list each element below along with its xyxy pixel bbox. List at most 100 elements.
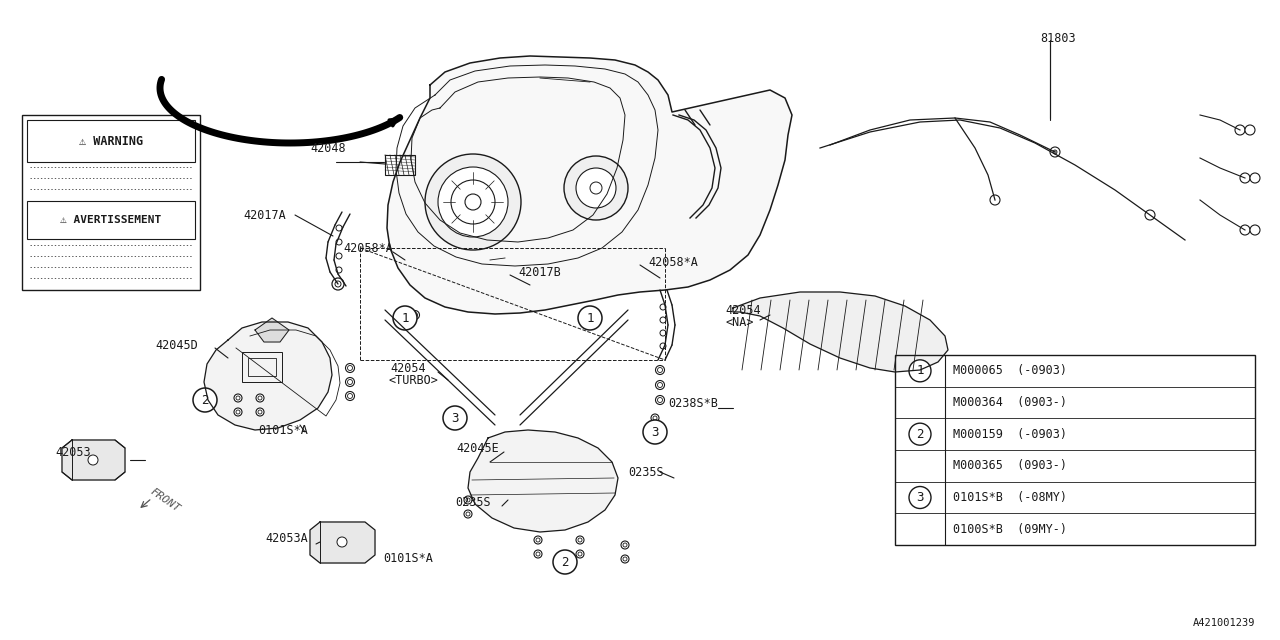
Text: 42054: 42054 — [390, 362, 426, 374]
Text: 3: 3 — [916, 491, 924, 504]
Circle shape — [234, 394, 242, 402]
Bar — [385, 155, 415, 175]
Text: 0101S*A: 0101S*A — [383, 552, 433, 564]
Polygon shape — [733, 292, 948, 372]
Circle shape — [193, 388, 218, 412]
Text: 2: 2 — [201, 394, 209, 406]
Text: 42017B: 42017B — [518, 266, 561, 278]
Circle shape — [590, 310, 599, 319]
Text: M000065  (-0903): M000065 (-0903) — [954, 364, 1068, 378]
Circle shape — [579, 306, 602, 330]
Text: 2: 2 — [561, 556, 568, 568]
Circle shape — [256, 408, 264, 416]
Circle shape — [1240, 225, 1251, 235]
Text: 81803: 81803 — [1039, 31, 1075, 45]
Circle shape — [1240, 173, 1251, 183]
Text: A421001239: A421001239 — [1193, 618, 1254, 628]
Circle shape — [660, 317, 666, 323]
Circle shape — [1146, 210, 1155, 220]
Bar — [242, 352, 282, 382]
Text: FRONT: FRONT — [148, 486, 182, 514]
Circle shape — [909, 423, 931, 445]
Circle shape — [347, 365, 352, 371]
Circle shape — [335, 281, 340, 287]
Circle shape — [655, 381, 664, 390]
Text: 1: 1 — [916, 364, 924, 378]
Circle shape — [236, 396, 241, 400]
Polygon shape — [204, 322, 332, 430]
Circle shape — [658, 383, 663, 387]
Circle shape — [451, 180, 495, 224]
Circle shape — [465, 496, 472, 504]
Circle shape — [553, 550, 577, 574]
Text: <NA>: <NA> — [724, 316, 754, 328]
Circle shape — [623, 543, 627, 547]
Text: <TURBO>: <TURBO> — [388, 374, 438, 387]
Circle shape — [259, 410, 262, 414]
Circle shape — [590, 182, 602, 194]
Circle shape — [536, 538, 540, 542]
Text: 42058*A: 42058*A — [343, 241, 393, 255]
Circle shape — [335, 225, 342, 231]
Circle shape — [346, 378, 355, 387]
Circle shape — [259, 396, 262, 400]
Bar — [895, 355, 1254, 545]
Text: 42048: 42048 — [310, 141, 346, 154]
Text: 1: 1 — [586, 312, 594, 324]
Text: 42045E: 42045E — [456, 442, 499, 454]
Text: 1: 1 — [401, 312, 408, 324]
Circle shape — [411, 310, 420, 319]
Circle shape — [579, 538, 582, 542]
Text: 3: 3 — [652, 426, 659, 438]
Circle shape — [256, 394, 264, 402]
Circle shape — [909, 486, 931, 509]
Text: M000364  (0903-): M000364 (0903-) — [954, 396, 1068, 409]
Circle shape — [466, 498, 470, 502]
Text: ⚠ AVERTISSEMENT: ⚠ AVERTISSEMENT — [60, 215, 161, 225]
Circle shape — [658, 397, 663, 403]
Circle shape — [465, 194, 481, 210]
Circle shape — [653, 430, 657, 434]
Text: 42058*A: 42058*A — [648, 255, 698, 269]
Text: 0100S*B  (09MY-): 0100S*B (09MY-) — [954, 523, 1068, 536]
Text: 0235S: 0235S — [628, 465, 663, 479]
Circle shape — [332, 278, 344, 290]
Circle shape — [564, 156, 628, 220]
Circle shape — [653, 416, 657, 420]
Text: 0101S*A: 0101S*A — [259, 424, 308, 436]
Text: ⚠ WARNING: ⚠ WARNING — [79, 134, 143, 147]
Circle shape — [1251, 225, 1260, 235]
Polygon shape — [387, 56, 792, 314]
Bar — [27, 120, 195, 162]
Circle shape — [1050, 147, 1060, 157]
Polygon shape — [61, 440, 125, 480]
Circle shape — [346, 364, 355, 372]
Circle shape — [576, 536, 584, 544]
Circle shape — [579, 552, 582, 556]
Circle shape — [347, 394, 352, 399]
Circle shape — [412, 312, 417, 317]
Text: 42017A: 42017A — [243, 209, 285, 221]
Circle shape — [621, 541, 628, 549]
Circle shape — [337, 537, 347, 547]
Circle shape — [1245, 125, 1254, 135]
Circle shape — [623, 557, 627, 561]
Circle shape — [335, 253, 342, 259]
Circle shape — [393, 306, 417, 330]
Circle shape — [466, 512, 470, 516]
Circle shape — [465, 510, 472, 518]
Circle shape — [88, 455, 99, 465]
Circle shape — [658, 367, 663, 372]
Text: M000365  (0903-): M000365 (0903-) — [954, 460, 1068, 472]
Circle shape — [652, 428, 659, 436]
Circle shape — [576, 168, 616, 208]
Polygon shape — [468, 430, 618, 532]
Circle shape — [438, 167, 508, 237]
Circle shape — [660, 304, 666, 310]
Text: 3: 3 — [452, 412, 458, 424]
Circle shape — [1251, 173, 1260, 183]
Circle shape — [655, 365, 664, 374]
Text: 42045D: 42045D — [155, 339, 197, 351]
Text: 2: 2 — [916, 428, 924, 441]
Text: 0101S*B  (-08MY): 0101S*B (-08MY) — [954, 491, 1068, 504]
